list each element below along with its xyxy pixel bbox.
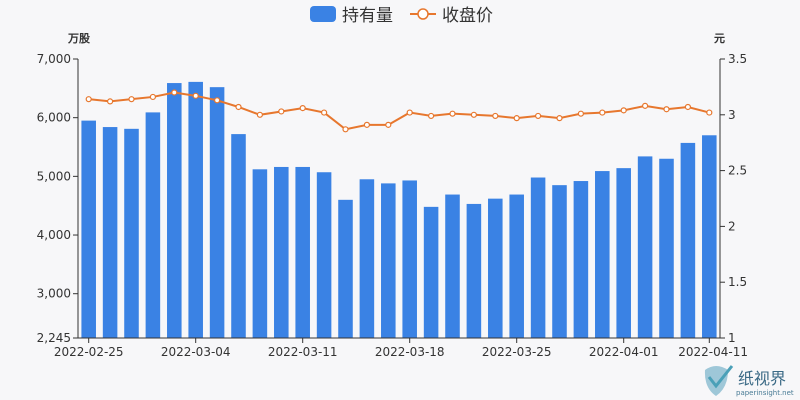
holding-bar-2022-03-24[interactable] xyxy=(488,198,503,338)
watermark-site: paperinsight.net xyxy=(736,389,794,397)
left-axis-unit: 万股 xyxy=(67,32,91,45)
right-tick-label: 3.5 xyxy=(728,52,747,66)
right-tick-label: 1.5 xyxy=(728,275,747,289)
legend-holding-swatch[interactable] xyxy=(310,6,336,22)
price-point-2022-03-15[interactable] xyxy=(342,126,349,133)
holding-bar-2022-02-28[interactable] xyxy=(102,127,118,338)
price-point-2022-02-28[interactable] xyxy=(106,98,114,105)
price-point-2022-04-08[interactable] xyxy=(684,103,692,111)
price-point-2022-03-22[interactable] xyxy=(449,110,456,117)
price-point-2022-03-21[interactable] xyxy=(428,112,435,120)
holding-bar-2022-04-07[interactable] xyxy=(659,158,674,338)
price-point-2022-03-07[interactable] xyxy=(214,97,221,104)
holding-bar-2022-03-02[interactable] xyxy=(145,112,161,338)
left-tick-label: 5,000 xyxy=(37,169,71,183)
price-point-2022-03-11[interactable] xyxy=(299,104,306,112)
right-axis-ticks: 1 1.5 2 2.5 3 3.5 xyxy=(720,52,747,345)
price-point-2022-02-25[interactable] xyxy=(85,96,92,103)
right-tick-label: 3 xyxy=(728,108,736,122)
holding-bar-2022-02-25[interactable] xyxy=(81,120,96,338)
right-tick-label: 1 xyxy=(728,331,736,345)
holding-bar-2022-04-06[interactable] xyxy=(637,156,653,338)
x-tick-label: 2022-03-25 xyxy=(482,345,552,359)
holding-bar-2022-03-08[interactable] xyxy=(231,134,246,338)
price-point-2022-03-29[interactable] xyxy=(556,115,563,122)
price-point-2022-03-28[interactable] xyxy=(534,112,542,120)
price-point-2022-03-18[interactable] xyxy=(406,109,413,116)
holding-bar-2022-03-14[interactable] xyxy=(316,172,332,338)
right-tick-label: 2.5 xyxy=(728,164,747,178)
holding-bar-2022-03-21[interactable] xyxy=(423,206,439,338)
left-tick-label: 4,000 xyxy=(37,228,71,242)
price-point-2022-03-30[interactable] xyxy=(577,110,585,117)
x-axis-ticks: 2022-02-25 2022-03-04 2022-03-11 2022-03-18… xyxy=(54,338,748,359)
price-point-2022-04-07[interactable] xyxy=(663,106,670,113)
watermark-check-icon xyxy=(707,365,734,389)
holding-bar-2022-03-25[interactable] xyxy=(509,194,524,338)
holding-bar-2022-03-22[interactable] xyxy=(445,194,460,338)
x-tick-label: 2022-03-04 xyxy=(161,345,231,359)
left-tick-label: 3,000 xyxy=(37,287,71,301)
x-tick-label: 2022-04-01 xyxy=(589,345,659,359)
holding-bar-2022-03-01[interactable] xyxy=(124,128,139,338)
price-point-2022-03-01[interactable] xyxy=(128,96,135,103)
holding-bar-2022-03-17[interactable] xyxy=(381,183,396,338)
legend-holding-label[interactable]: 持有量 xyxy=(342,6,393,26)
holding-bar-2022-03-31[interactable] xyxy=(595,171,610,338)
price-markers xyxy=(85,89,713,133)
legend-price-label[interactable]: 收盘价 xyxy=(442,6,493,26)
legend-price-swatch-marker[interactable] xyxy=(417,8,429,20)
left-axis-ticks: 2,245 3,000 4,000 5,000 6,000 7,000 xyxy=(37,52,78,345)
holding-bar-2022-03-29[interactable] xyxy=(552,185,567,338)
holding-bar-2022-03-03[interactable] xyxy=(167,83,182,338)
holding-bar-2022-03-16[interactable] xyxy=(359,179,375,338)
holding-bar-2022-03-04[interactable] xyxy=(188,81,203,338)
watermark-brand: 纸视界 xyxy=(738,369,786,388)
watermark-shield-icon xyxy=(704,366,728,396)
price-point-2022-03-14[interactable] xyxy=(321,109,328,116)
price-point-2022-03-17[interactable] xyxy=(385,121,392,128)
price-point-2022-04-01[interactable] xyxy=(620,107,627,114)
holding-bars xyxy=(81,81,717,338)
holding-bar-2022-03-11[interactable] xyxy=(295,166,310,338)
price-point-2022-03-31[interactable] xyxy=(599,109,606,116)
price-point-2022-03-08[interactable] xyxy=(235,103,242,111)
holding-bar-2022-04-01[interactable] xyxy=(616,168,631,338)
left-tick-label: 7,000 xyxy=(37,52,71,66)
right-axis-unit: 元 xyxy=(714,32,725,45)
holding-bar-2022-03-18[interactable] xyxy=(402,180,417,338)
holding-bar-2022-03-23[interactable] xyxy=(466,203,482,338)
price-point-2022-03-24[interactable] xyxy=(492,112,499,120)
holding-bar-2022-03-07[interactable] xyxy=(209,87,225,338)
right-tick-label: 2 xyxy=(728,219,736,233)
holding-bar-2022-04-08[interactable] xyxy=(680,142,696,338)
x-tick-label: 2022-03-18 xyxy=(375,345,445,359)
left-tick-label: 2,245 xyxy=(37,331,71,345)
price-point-2022-03-03[interactable] xyxy=(171,89,178,96)
price-point-2022-03-16[interactable] xyxy=(363,121,370,128)
price-point-2022-04-06[interactable] xyxy=(641,102,649,109)
price-point-2022-04-11[interactable] xyxy=(706,109,713,116)
left-tick-label: 6,000 xyxy=(37,111,71,125)
price-point-2022-03-02[interactable] xyxy=(149,93,156,101)
holding-bar-2022-03-09[interactable] xyxy=(252,169,268,338)
holding-bar-2022-04-11[interactable] xyxy=(702,135,717,338)
holding-bar-2022-03-15[interactable] xyxy=(338,199,353,338)
price-point-2022-03-10[interactable] xyxy=(278,108,285,115)
watermark-logo: 纸视界 paperinsight.net xyxy=(704,365,794,397)
x-tick-label: 2022-02-25 xyxy=(54,345,124,359)
holding-bar-2022-03-10[interactable] xyxy=(274,166,289,338)
x-tick-label: 2022-04-11 xyxy=(678,345,748,359)
legend[interactable]: 持有量 收盘价 xyxy=(310,6,493,26)
holding-bar-2022-03-30[interactable] xyxy=(573,181,589,338)
price-point-2022-03-04[interactable] xyxy=(192,92,199,99)
price-point-2022-03-09[interactable] xyxy=(256,111,263,118)
x-tick-label: 2022-03-11 xyxy=(268,345,338,359)
price-polyline xyxy=(88,91,710,131)
holding-bar-2022-03-28[interactable] xyxy=(530,177,546,338)
price-point-2022-03-23[interactable] xyxy=(470,111,477,118)
price-point-2022-03-25[interactable] xyxy=(513,115,520,122)
price-line xyxy=(88,91,710,131)
